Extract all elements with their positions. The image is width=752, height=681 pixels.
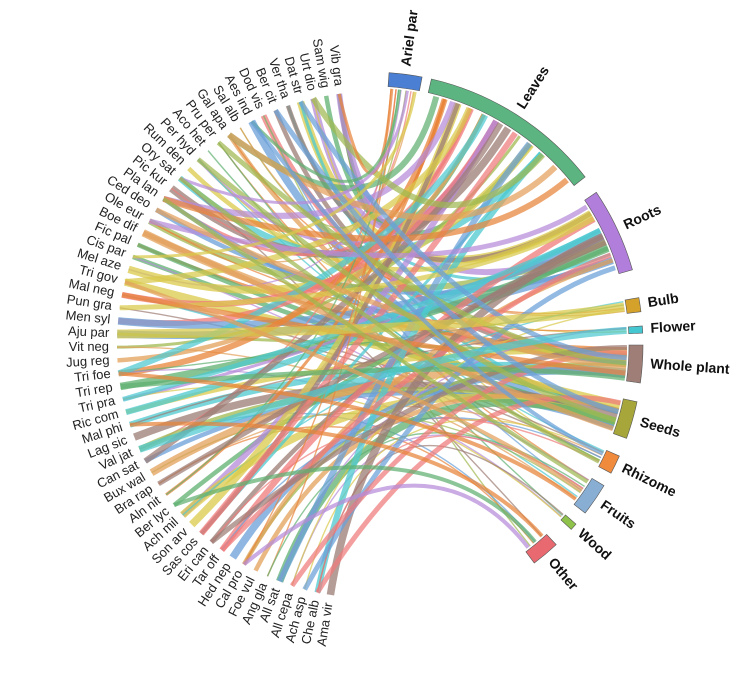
part-label-bulb: Bulb [647, 290, 680, 310]
link-per-hyd-flower [197, 158, 627, 334]
link-tri-pra-wood [122, 385, 562, 518]
arc-whole-plant [626, 344, 644, 384]
species-label-aju-par: Aju par [68, 323, 110, 340]
species-label-men-syl: Men syl [65, 307, 111, 326]
ribbon-other-2 [242, 483, 530, 566]
ribbon-fruits-1 [124, 280, 583, 493]
ribbon-rhizome-0 [250, 120, 604, 456]
link-men-syl-roots [117, 232, 605, 329]
ribbon-fruits-2 [118, 371, 577, 501]
species-label-ama-vir: Ama vir [314, 601, 336, 648]
arc-seeds [612, 398, 638, 439]
ribbon-roots-5 [302, 265, 616, 591]
arc-bulb [624, 297, 642, 314]
ribbon-leaves-4 [143, 122, 504, 464]
arc-rhizome [598, 449, 620, 474]
ribbon-rhizome-1 [178, 176, 600, 464]
arc-flower [628, 325, 644, 335]
link-cal-pro-ariel-par [243, 89, 397, 565]
part-label-other: Other [545, 554, 582, 593]
ribbon-seeds-2 [196, 157, 617, 423]
part-label-seeds: Seeds [638, 414, 682, 441]
chord-links [116, 88, 628, 596]
ribbon-roots-0 [148, 204, 589, 259]
plant-part-arcs [387, 72, 644, 564]
ribbon-leaves-7 [310, 96, 546, 209]
ribbon-flower-0 [138, 326, 627, 453]
link-pic-kur-ariel-par [170, 91, 412, 249]
ribbon-ariel-par-3 [132, 91, 417, 259]
ribbon-ariel-par-2 [179, 90, 409, 205]
part-label-ariel-par: Ariel par [397, 8, 420, 67]
arc-ariel-par [387, 72, 423, 92]
part-label-whole-plant: Whole plant [650, 355, 731, 377]
ribbon-other-0 [129, 421, 544, 538]
ribbon-fruits-0 [162, 197, 589, 484]
species-label-vib-gra: Vib gra [327, 44, 347, 87]
species-label-vit-neg: Vit neg [69, 339, 109, 354]
part-label-roots: Roots [621, 201, 664, 232]
ribbon-leaves-2 [124, 106, 473, 285]
part-label-rhizome: Rhizome [620, 460, 680, 500]
part-label-flower: Flower [650, 317, 697, 336]
part-label-fruits: Fruits [598, 496, 639, 531]
link-ber-lyc-roots [172, 246, 609, 507]
species-label-tri-rep: Tri rep [75, 379, 114, 400]
arc-wood [560, 514, 577, 530]
species-label-jug-reg: Jug reg [66, 352, 110, 370]
link-foe-vul-seeds [253, 393, 620, 572]
ribbon-leaves-8 [227, 132, 558, 221]
part-label-wood: Wood [575, 525, 614, 563]
ribbon-bulb-0 [117, 302, 625, 339]
arc-fruits [573, 477, 605, 514]
arc-roots [584, 191, 633, 274]
link-mal-neg-rhizome [121, 294, 604, 454]
ribbon-whole-plant-2 [298, 100, 627, 361]
ribbon-roots-3 [157, 240, 607, 487]
part-label-leaves: Leaves [513, 63, 552, 112]
ribbon-other-1 [173, 465, 537, 544]
arc-leaves [427, 78, 586, 186]
ribbon-whole-plant-5 [121, 292, 626, 376]
ribbon-ariel-par-1 [250, 89, 402, 183]
ribbon-roots-2 [122, 228, 602, 402]
arc-other [525, 533, 557, 564]
species-label-pun-gra: Pun gra [66, 291, 114, 313]
species-label-tri-foe: Tri foe [74, 366, 112, 385]
